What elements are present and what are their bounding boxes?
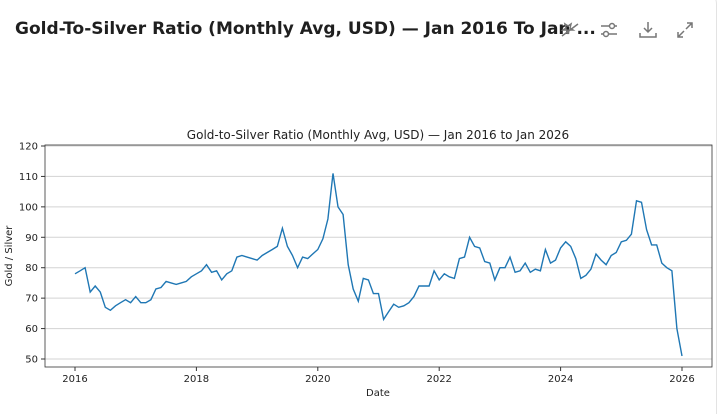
expand-icon <box>677 22 693 38</box>
x-axis-label: Date <box>366 388 390 399</box>
download-icon <box>639 22 657 38</box>
y-tick-label: 110 <box>19 172 38 183</box>
y-tick-label: 90 <box>25 233 38 244</box>
y-axis-label: Gold / Silver <box>4 225 15 287</box>
sliders-icon <box>601 22 617 38</box>
x-tick-label: 2018 <box>184 374 209 385</box>
x-tick-label: 2024 <box>548 374 573 385</box>
x-tick-label: 2016 <box>62 374 87 385</box>
expand-button[interactable] <box>673 18 697 42</box>
x-tick-label: 2026 <box>669 374 694 385</box>
y-tick-label: 70 <box>25 294 38 305</box>
magic-off-button[interactable] <box>558 18 582 42</box>
y-tick-label: 80 <box>25 263 38 274</box>
y-tick-label: 50 <box>25 355 38 366</box>
series-line <box>74 173 683 357</box>
card-title: Gold-To-Silver Ratio (Monthly Avg, USD) … <box>15 19 596 39</box>
plot-frame <box>44 144 713 368</box>
y-tick-label: 60 <box>25 324 38 335</box>
x-tick-label: 2022 <box>426 374 451 385</box>
download-button[interactable] <box>636 18 660 42</box>
settings-button[interactable] <box>597 18 621 42</box>
y-tick-label: 120 <box>19 142 38 153</box>
chart-title: Gold-to-Silver Ratio (Monthly Avg, USD) … <box>187 128 569 142</box>
x-tick-label: 2020 <box>305 374 330 385</box>
magic-off-icon <box>560 22 579 37</box>
y-tick-label: 100 <box>19 202 38 213</box>
